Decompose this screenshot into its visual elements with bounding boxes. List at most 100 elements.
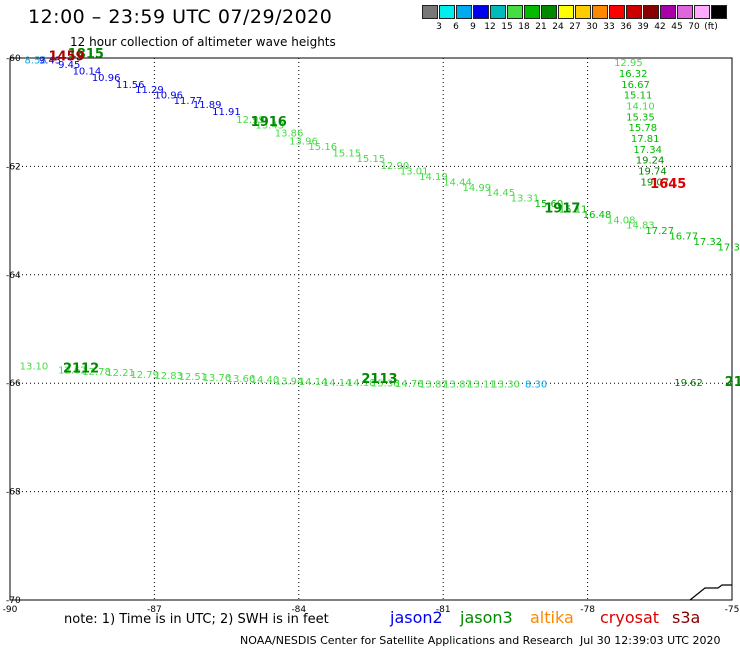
legend-label: 3 [436,22,442,32]
wave-height-value: 14.83 [626,221,655,232]
lat-tick-label: -68 [6,488,21,498]
wave-height-value: 11.56 [116,80,145,91]
wave-height-value: 13.96 [289,137,318,148]
wave-height-value: 14.78 [395,379,424,390]
map-subtitle: 12 hour collection of altimeter wave hei… [70,35,336,49]
legend-label: 30 [586,22,598,32]
legend-swatch [507,5,523,19]
lon-tick-label: -90 [3,605,18,615]
wave-height-value: 12.90 [381,161,410,172]
legend-label: 12 [484,22,496,32]
lon-tick-label: -87 [147,605,162,615]
satellite-name: cryosat [600,608,660,627]
legend-swatch [558,5,574,19]
wave-height-value: 13.01 [400,167,429,178]
lat-tick-label: -70 [6,596,21,606]
lon-tick-label: -84 [291,605,306,615]
wave-height-value: 12.21 [106,368,135,379]
wave-height-value: 19.24 [636,156,665,167]
wave-height-value: 15.38 [371,378,400,389]
wave-height-value: 19.07 [641,177,670,188]
legend-swatch [422,5,438,19]
wave-height-value: 14.44 [443,177,472,188]
pass-time-label: 2112 [63,361,99,376]
legend-label: 27 [569,22,581,32]
legend-swatch [456,5,472,19]
wave-height-value: 13.86 [275,129,304,140]
wave-height-value: 13.10 [20,362,49,373]
wave-height-value: 12.51 [178,372,207,383]
wave-height-value: 13.31 [511,194,540,205]
wave-height-value: 10.96 [154,91,183,102]
wave-height-value: 14.14 [323,378,352,389]
wave-height-value: 14.08 [607,215,636,226]
wave-height-value: 13.94 [275,376,304,387]
wave-height-value: 15.16 [308,142,337,153]
wave-height-value: 15.60 [535,199,564,210]
map-title: 12:00 – 23:59 UTC 07/29/2020 [28,6,333,28]
wave-height-value: 15.35 [626,112,655,123]
pass-time-label: 1917 [544,201,580,216]
legend-swatch [524,5,540,19]
legend-swatch [473,5,489,19]
wave-height-value: 17.32 [693,237,722,248]
legend-swatch [490,5,506,19]
wave-height-value: 12.83 [154,371,183,382]
pass-time-label: 2113 [361,372,397,387]
generation-timestamp: Jul 30 12:39:03 UTC 2020 [580,634,721,647]
legend-label: 39 [637,22,649,32]
legend-swatch [711,5,727,19]
legend-swatch [439,5,455,19]
wave-height-value: 9.45 [58,60,80,71]
wave-height-value: 14.40 [251,375,280,386]
lat-tick-label: -64 [6,271,21,281]
lon-tick-label: -75 [725,605,740,615]
wave-height-value: 16.32 [619,69,648,80]
wave-height-value: 13.87 [443,380,472,391]
legend-label: 15 [501,22,513,32]
wave-height-value: 11.91 [212,107,241,118]
legend-swatch [592,5,608,19]
wave-height-value: 13.30 [491,380,520,391]
wave-height-value: 15.11 [559,204,588,215]
legend-label: 21 [535,22,547,32]
credit-line: NOAA/NESDIS Center for Satellite Applica… [240,634,574,647]
wave-height-value: 8.58 [24,55,46,66]
wave-height-value: 12.79 [130,370,159,381]
wave-height-value: 16.48 [583,210,612,221]
lat-tick-label: -62 [6,162,21,172]
legend-label: 6 [453,22,459,32]
footnote: note: 1) Time is in UTC; 2) SWH is in fe… [64,612,329,627]
wave-height-value: 12.78 [82,367,111,378]
wave-height-value: 15.11 [624,91,653,102]
pass-time-label: 1815 [68,47,104,62]
wave-height-value: 11.89 [193,100,222,111]
pass-time-label: 1916 [251,115,287,130]
wave-height-value: 14.14 [299,377,328,388]
legend-label: (ft) [704,22,718,32]
satellite-name: altika [530,608,574,627]
wave-height-value: 13.87 [419,380,448,391]
wave-height-value: 8.30 [525,380,547,391]
wave-height-value: 15.15 [357,154,386,165]
wave-height-value: 14.10 [626,101,655,112]
wave-height-value: 17.38 [718,242,740,253]
wave-height-value: 10.14 [73,66,102,77]
wave-height-value: 16.77 [669,232,698,243]
legend-label: 42 [654,22,666,32]
satellite-name: s3a [672,608,701,627]
wave-height-value: 15.15 [332,149,361,160]
pass-time-label: 1459 [49,50,85,65]
lat-tick-label: -66 [6,379,21,389]
legend-swatch [694,5,710,19]
wave-height-value: 10.96 [92,73,121,84]
wave-height-value: 17.34 [633,145,662,156]
legend-swatch [575,5,591,19]
legend-label: 45 [671,22,683,32]
lon-tick-label: -78 [580,605,595,615]
wave-height-value: 14.99 [462,183,491,194]
wave-height-value: 13.43 [255,120,284,131]
wave-height-value: 17.27 [645,226,674,237]
coastline [689,584,732,601]
